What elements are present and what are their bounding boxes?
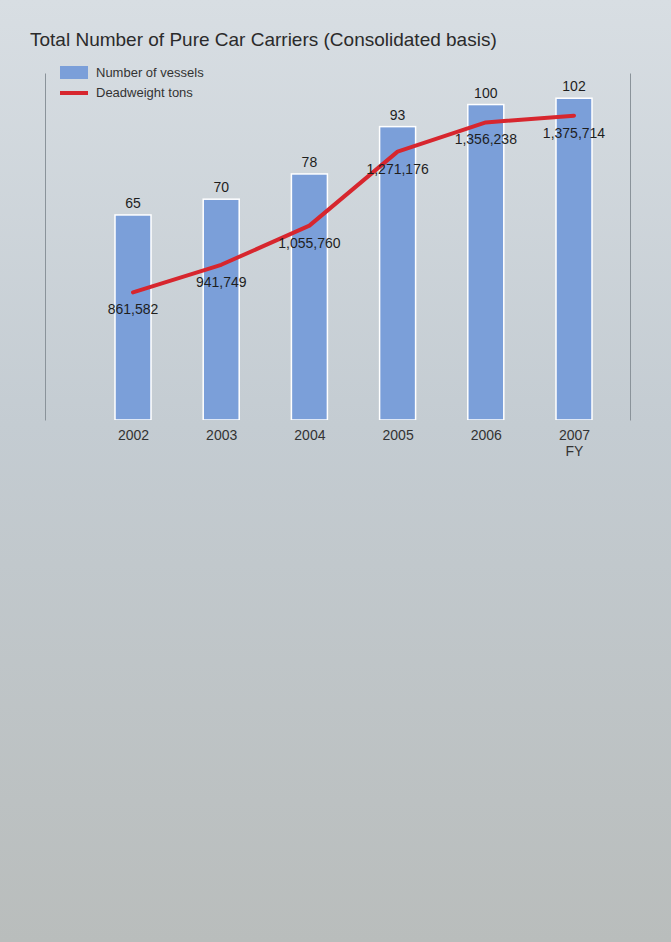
- title: Total Number of Pure Car Carriers (Conso…: [30, 29, 497, 50]
- axis-line: [630, 74, 631, 421]
- data-label: 102: [562, 78, 586, 94]
- data-label: 1,271,176: [366, 161, 428, 177]
- bar: [291, 174, 327, 420]
- tick-label: 2005: [383, 427, 414, 443]
- data-label: 78: [302, 154, 318, 170]
- x-tick: 2006: [471, 420, 502, 443]
- data-label: 941,749: [196, 274, 247, 290]
- x-tick: 2002: [118, 420, 149, 443]
- x-tick: 2007FY: [559, 420, 590, 459]
- data-label: 70: [213, 179, 229, 195]
- legend: Number of vessels Deadweight tons: [60, 65, 204, 100]
- x-tick: 2003: [206, 420, 237, 443]
- x-tick: 2004: [294, 420, 325, 443]
- bar: [468, 105, 504, 420]
- data-label: 100: [474, 85, 498, 101]
- legend-swatch: [60, 91, 88, 95]
- data-label: 1,055,760: [278, 235, 340, 251]
- y2-axis: [630, 74, 631, 421]
- bar: [203, 199, 239, 420]
- line: [133, 116, 574, 293]
- legend-label: Number of vessels: [96, 65, 204, 80]
- tick-label: 2003: [206, 427, 237, 443]
- axis-line: [45, 74, 46, 421]
- data-label: 65: [125, 195, 141, 211]
- x-axis: 2002 2003 2004 2005 2006 2007FY: [118, 420, 590, 459]
- tick-label: 2002: [118, 427, 149, 443]
- data-labels: 65 70 78 93 100 102 861,582 941,749 1,055,760 1,2…: [108, 78, 606, 317]
- tick-label: 2004: [294, 427, 325, 443]
- tick-label: 2007FY: [559, 427, 590, 459]
- plot-marks: [115, 98, 592, 420]
- chart: 65 70 78 93 100 102 861,582 941,749 1,055,760 1,2…: [0, 0, 671, 942]
- background: [0, 0, 671, 942]
- data-label: 93: [390, 107, 406, 123]
- y-axis: [45, 74, 46, 421]
- bar: [115, 215, 151, 420]
- data-label: 1,375,714: [543, 125, 605, 141]
- legend-label: Deadweight tons: [96, 85, 193, 100]
- tick-label: 2006: [471, 427, 502, 443]
- data-label: 861,582: [108, 301, 159, 317]
- bar: [556, 98, 592, 420]
- legend-swatch: [60, 66, 88, 79]
- data-label: 1,356,238: [455, 131, 517, 147]
- x-tick: 2005: [383, 420, 414, 443]
